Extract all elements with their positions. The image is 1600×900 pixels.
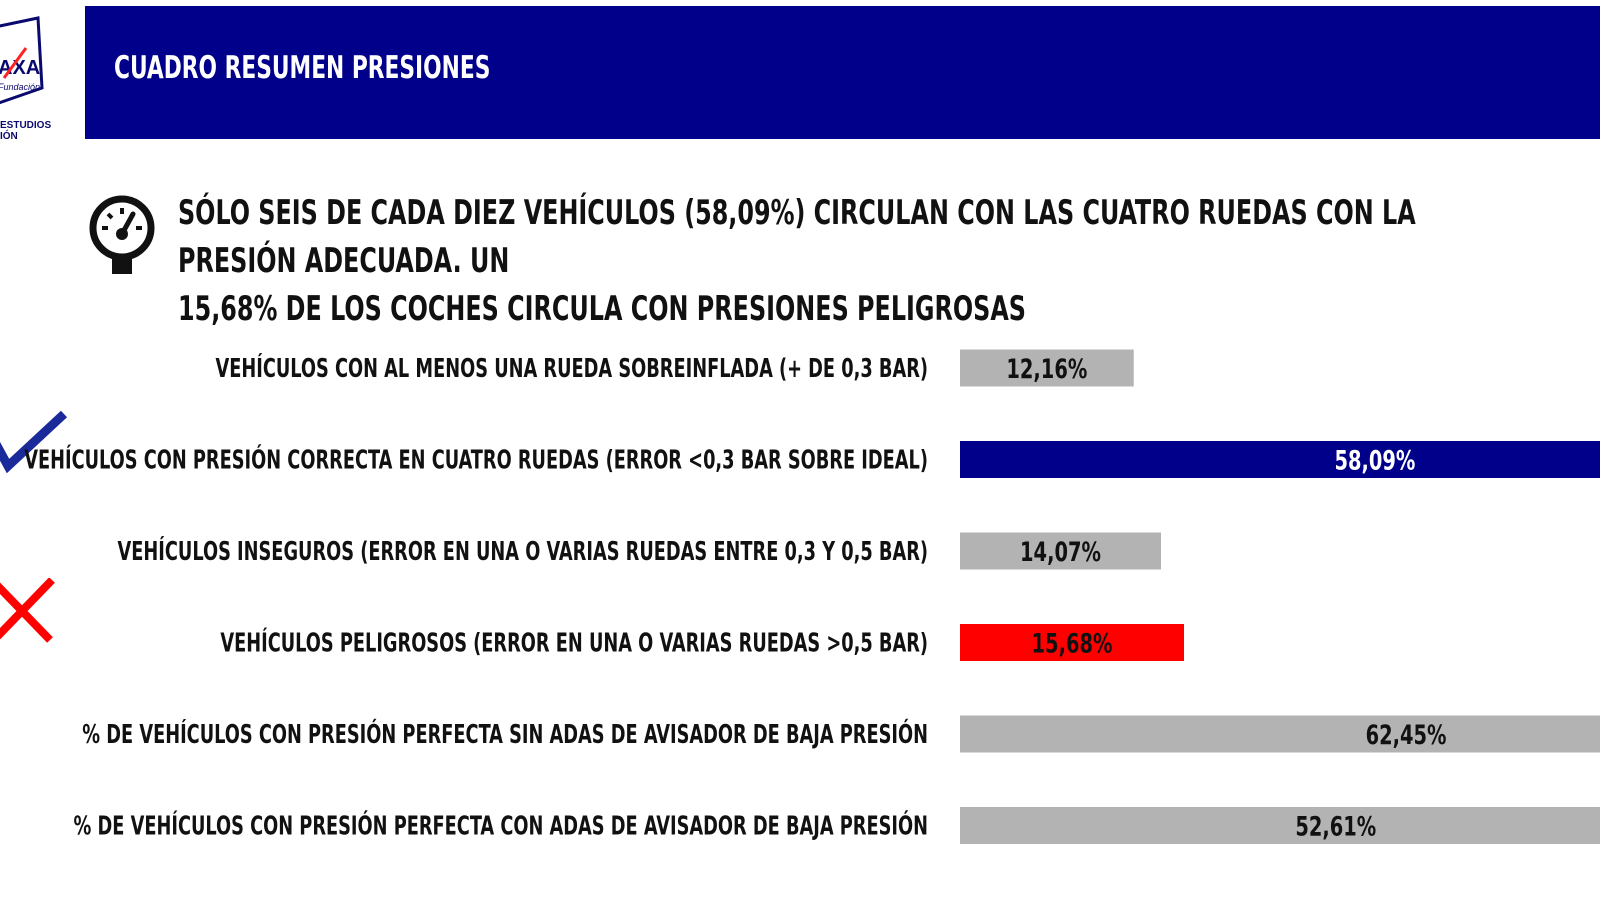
page-title: CUADRO RESUMEN PRESIONES bbox=[114, 50, 491, 86]
headline-line1: SÓLO SEIS DE CADA DIEZ VEHÍCULOS (58,09%… bbox=[178, 193, 1416, 281]
bar-4 bbox=[960, 715, 1600, 753]
logo-caption-line2: IÓN bbox=[0, 131, 18, 142]
bar-value-label-0: 12,16% bbox=[1006, 353, 1087, 385]
bar-5 bbox=[960, 807, 1600, 844]
category-label-4: % DE VEHÍCULOS CON PRESIÓN PERFECTA SIN … bbox=[82, 718, 928, 750]
bar-value-label-3: 15,68% bbox=[1032, 627, 1113, 659]
axa-fundacion-logo: AXA Fundación ESTUDIOS IÓN bbox=[0, 8, 82, 142]
category-label-0: VEHÍCULOS CON AL MENOS UNA RUEDA SOBREIN… bbox=[215, 352, 928, 384]
cross-icon bbox=[0, 578, 55, 643]
bar-value-label-1: 58,09% bbox=[1334, 444, 1415, 476]
category-label-2: VEHÍCULOS INSEGUROS (ERROR EN UNA O VARI… bbox=[118, 535, 928, 567]
checkmark-icon bbox=[0, 410, 68, 474]
headline: SÓLO SEIS DE CADA DIEZ VEHÍCULOS (58,09%… bbox=[178, 189, 1504, 333]
category-label-3: VEHÍCULOS PELIGROSOS (ERROR EN UNA O VAR… bbox=[220, 627, 928, 659]
bar-value-label-5: 52,61% bbox=[1295, 810, 1376, 842]
headline-line2: 15,68% DE LOS COCHES CIRCULA CON PRESION… bbox=[178, 289, 1026, 329]
category-label-1: VEHÍCULOS CON PRESIÓN CORRECTA EN CUATRO… bbox=[24, 444, 928, 476]
gauge-icon bbox=[89, 195, 155, 274]
bar-1 bbox=[960, 441, 1600, 478]
bar-value-label-4: 62,45% bbox=[1366, 719, 1447, 751]
header-banner: CUADRO RESUMEN PRESIONES bbox=[85, 6, 1600, 139]
logo-caption-line1: ESTUDIOS bbox=[0, 120, 52, 131]
category-label-5: % DE VEHÍCULOS CON PRESIÓN PERFECTA CON … bbox=[74, 810, 928, 842]
bar-3 bbox=[960, 624, 1184, 661]
bar-value-label-2: 14,07% bbox=[1020, 536, 1101, 568]
bar-2 bbox=[960, 532, 1161, 570]
logo-subtitle: Fundación bbox=[0, 82, 40, 92]
axa-logo-icon: AXA Fundación bbox=[0, 16, 44, 105]
bar-0 bbox=[960, 349, 1134, 387]
logo-caption: ESTUDIOS IÓN bbox=[0, 120, 51, 142]
logo-brand: AXA bbox=[0, 57, 40, 79]
